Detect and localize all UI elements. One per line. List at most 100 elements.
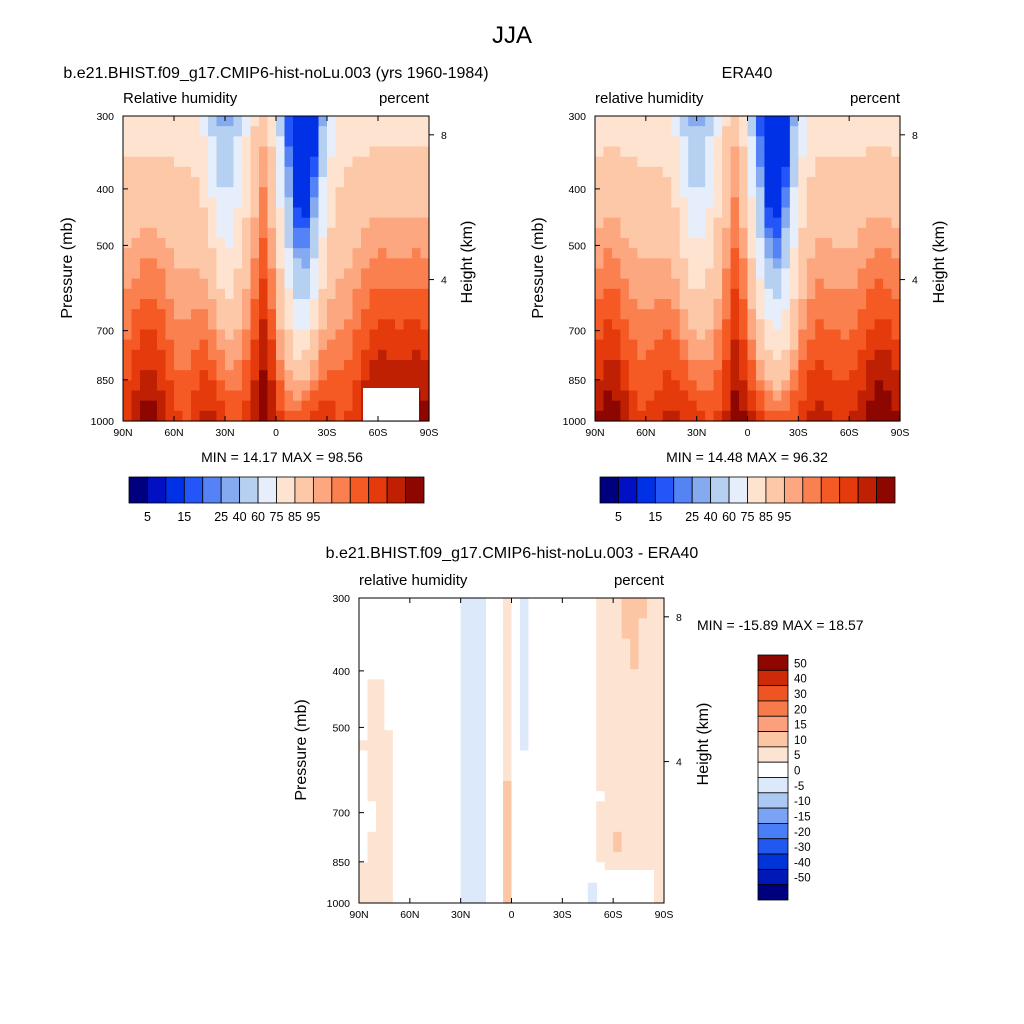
model-cell xyxy=(131,248,141,259)
obs-cell xyxy=(815,410,825,422)
model-cell xyxy=(157,248,167,259)
obs-colorbar-swatch xyxy=(710,476,730,504)
model-cell xyxy=(242,258,252,270)
diff-cell xyxy=(435,872,445,884)
diff-cell xyxy=(443,730,453,741)
diff-cell xyxy=(384,862,394,874)
obs-cell xyxy=(781,248,791,259)
diff-cell xyxy=(418,720,428,731)
model-cell xyxy=(420,258,430,270)
model-cell xyxy=(301,410,311,422)
obs-cell xyxy=(874,156,884,168)
diff-cell xyxy=(570,740,580,752)
model-cell xyxy=(267,319,277,331)
obs-cell xyxy=(713,156,723,168)
model-cell xyxy=(276,156,286,168)
model-cell xyxy=(216,319,226,331)
model-cell xyxy=(242,217,252,229)
obs-cell xyxy=(840,278,850,290)
diff-cell xyxy=(409,770,419,782)
obs-cell xyxy=(857,177,867,188)
diff-cell xyxy=(392,842,402,853)
model-cell xyxy=(403,238,413,249)
obs-cell xyxy=(671,126,681,137)
diff-cell xyxy=(375,831,386,843)
obs-cell xyxy=(645,146,655,158)
model-cell xyxy=(233,227,243,239)
diff-cell xyxy=(401,862,411,874)
diff-cell xyxy=(536,740,546,752)
obs-cell xyxy=(755,166,766,178)
model-cell xyxy=(242,309,252,320)
obs-cell xyxy=(739,349,749,361)
model-colorbar-swatch xyxy=(165,476,185,504)
obs-cell xyxy=(840,156,850,168)
model-cell xyxy=(301,400,311,412)
diff-cell xyxy=(630,730,640,741)
diff-cell xyxy=(452,669,462,680)
obs-colorbar-swatch xyxy=(783,476,804,504)
diff-cell xyxy=(443,598,453,609)
obs-cell xyxy=(747,288,757,300)
obs-cell xyxy=(764,339,774,351)
model-cell xyxy=(225,248,235,259)
obs-cell xyxy=(789,299,799,310)
model-cell xyxy=(182,390,192,402)
obs-cell xyxy=(781,156,791,168)
diff-cell xyxy=(359,872,369,884)
model-cell xyxy=(284,370,294,381)
obs-cell xyxy=(730,187,740,198)
model-cell xyxy=(276,166,286,178)
diff-cell xyxy=(570,659,580,670)
model-cell xyxy=(165,268,175,280)
model-cell xyxy=(335,146,345,158)
model-cell xyxy=(318,288,328,300)
obs-cell xyxy=(705,136,715,148)
model-cell xyxy=(208,166,218,178)
model-cell xyxy=(352,370,362,381)
obs-cell xyxy=(866,197,876,209)
model-cell xyxy=(412,370,422,381)
diff-cell xyxy=(553,760,563,772)
diff-cell xyxy=(528,699,538,711)
model-cell xyxy=(412,278,422,290)
model-cell xyxy=(199,329,209,341)
diff-cell xyxy=(528,598,538,609)
obs-cell xyxy=(739,156,749,168)
obs-cell xyxy=(891,126,901,137)
model-cell xyxy=(412,156,422,168)
obs-cell xyxy=(671,207,681,219)
model-cell xyxy=(412,380,422,392)
obs-cell xyxy=(671,227,681,239)
panel-model-ylabel: Pressure (mb) xyxy=(59,217,76,318)
obs-cell xyxy=(823,227,833,239)
diff-cell xyxy=(503,821,513,833)
obs-cell xyxy=(789,319,799,331)
diff-cell xyxy=(469,831,479,843)
obs-cell xyxy=(891,329,901,341)
model-cell xyxy=(165,319,175,331)
obs-cell xyxy=(637,288,647,300)
model-colorbar-label: 95 xyxy=(306,510,320,524)
obs-cell xyxy=(806,319,816,331)
model-cell xyxy=(293,390,303,402)
diff-cell xyxy=(426,791,436,802)
obs-cell xyxy=(789,126,799,137)
diff-cell xyxy=(494,608,504,619)
model-cell xyxy=(242,136,252,148)
diff-cell xyxy=(359,598,369,609)
model-cell xyxy=(199,156,209,168)
model-colorbar-swatch xyxy=(294,476,314,504)
diff-cell xyxy=(443,842,453,853)
diff-cell xyxy=(579,781,589,792)
diff-cell xyxy=(562,608,572,619)
diff-cell xyxy=(409,628,419,640)
diff-cell xyxy=(536,679,546,691)
diff-cell xyxy=(604,598,614,609)
obs-cell xyxy=(798,177,808,188)
obs-cell xyxy=(645,217,655,229)
obs-cell xyxy=(891,116,901,127)
model-cell xyxy=(140,207,150,219)
model-cell xyxy=(208,390,218,402)
